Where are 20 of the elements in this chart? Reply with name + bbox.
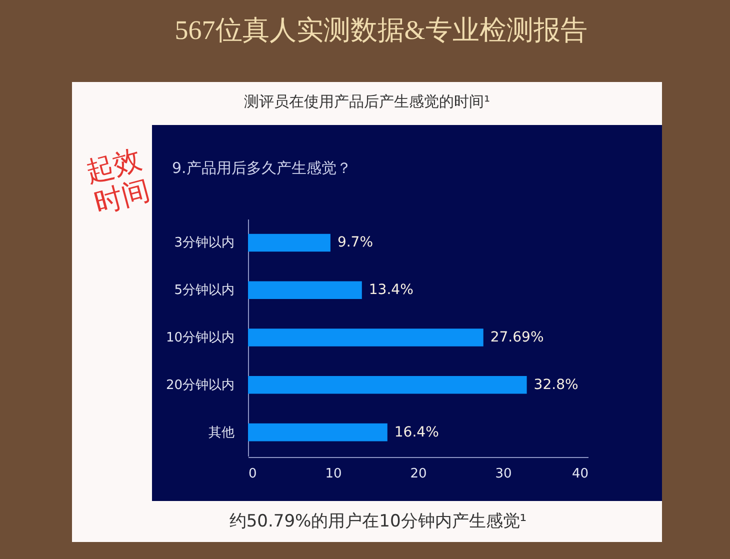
data-label: 13.4% (368, 282, 414, 298)
y-tick-label: 10分钟以内 (166, 330, 234, 346)
y-tick-label: 20分钟以内 (166, 378, 234, 393)
y-tick-label: 其他 (208, 425, 234, 440)
chart-subtitle: 测评员在使用产品后产生感觉的时间¹ (244, 92, 490, 110)
x-tick-label: 40 (572, 466, 588, 482)
x-tick-label: 20 (410, 466, 427, 482)
text: 约50.79%的用户在10分钟内产生感觉¹ (229, 512, 527, 532)
text: 起效时间 (82, 142, 154, 220)
data-label: 27.69% (490, 330, 544, 346)
y-tick-label: 3分钟以内 (174, 236, 234, 251)
data-label: 9.7% (337, 234, 374, 251)
x-tick-label: 30 (495, 466, 512, 482)
text: 9.产品用后多久产生感觉？ (172, 159, 352, 177)
x-tick-label: 10 (325, 466, 342, 482)
chart-title: 567位真人实测数据&专业检测报告 (174, 15, 588, 45)
x-tick-label: 0 (248, 466, 257, 482)
data-label: 32.8% (534, 376, 578, 393)
data-label: 16.4% (394, 424, 439, 440)
y-tick-label: 5分钟以内 (174, 283, 234, 298)
